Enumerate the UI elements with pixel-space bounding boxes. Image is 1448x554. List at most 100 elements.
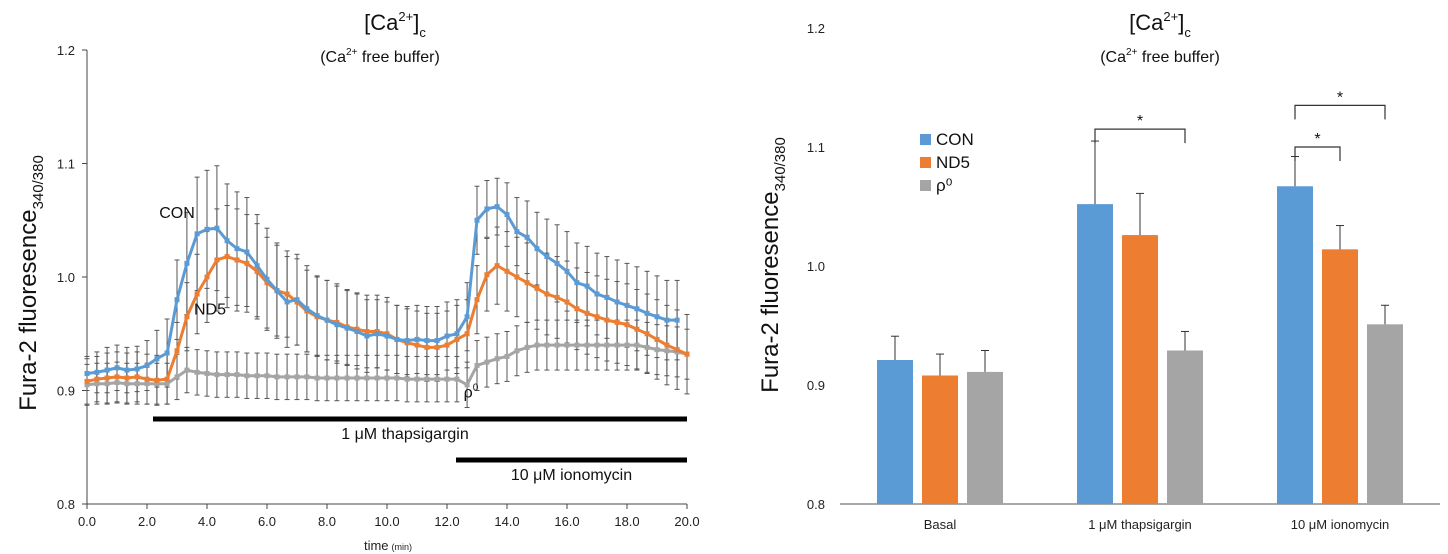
- line-chart-panel: [Ca2+]c (Ca2+ free buffer) Fura-2 fluore…: [15, 9, 700, 553]
- series-marker-1: [624, 322, 630, 328]
- series-marker-2: [394, 375, 400, 381]
- series-marker-0: [584, 283, 590, 289]
- annotation-text: ρ: [464, 384, 473, 401]
- series-marker-0: [234, 246, 240, 252]
- series-marker-1: [104, 375, 110, 381]
- series-marker-0: [344, 325, 350, 331]
- series-marker-0: [664, 317, 670, 323]
- series-marker-0: [544, 254, 550, 260]
- x-tick-label: 0.0: [78, 514, 96, 529]
- series-marker-0: [514, 229, 520, 235]
- series-marker-2: [114, 380, 120, 386]
- y-tick-label: 1.2: [807, 21, 825, 36]
- series-marker-1: [284, 291, 290, 297]
- series-marker-2: [514, 348, 520, 354]
- series-marker-2: [414, 376, 420, 382]
- series-marker-2: [364, 375, 370, 381]
- y-tick-label: 1.1: [57, 157, 75, 172]
- series-marker-2: [174, 374, 180, 380]
- line-chart-x-axis-label: time (min): [364, 538, 412, 553]
- y-tick-label: 0.9: [807, 378, 825, 393]
- bar-0: [877, 360, 913, 504]
- series-marker-2: [344, 375, 350, 381]
- series-marker-2: [374, 375, 380, 381]
- line-chart-x-ticks: 0.0 2.0 4.0 6.0 8.0 10.0 12.0 14.0 16.0 18.0 20.0: [78, 504, 700, 529]
- line-chart-y-ticks: 0.8 0.9 1.0 1.1 1.2: [57, 43, 87, 512]
- x-tick-label: 12.0: [434, 514, 459, 529]
- series-marker-0: [564, 268, 570, 274]
- series-marker-1: [364, 328, 370, 334]
- series-marker-0: [634, 306, 640, 312]
- series-marker-2: [154, 381, 160, 387]
- series-marker-2: [164, 381, 170, 387]
- series-marker-0: [444, 333, 450, 339]
- series-marker-2: [334, 375, 340, 381]
- y-tick-label: 0.9: [57, 384, 75, 399]
- series-marker-1: [574, 306, 580, 312]
- series-marker-1: [224, 254, 230, 260]
- significance-bracket: [1294, 104, 1386, 120]
- series-annotation: ND5: [194, 301, 226, 318]
- series-marker-2: [454, 376, 460, 382]
- series-marker-2: [664, 348, 670, 354]
- series-marker-1: [464, 331, 470, 337]
- legend-swatch: [920, 134, 931, 145]
- bar-1: [922, 375, 958, 504]
- series-marker-2: [204, 370, 210, 376]
- series-marker-2: [144, 381, 150, 387]
- series-marker-2: [254, 373, 260, 379]
- bar-chart-y-ticks: 0.8 0.9 1.0 1.1 1.2: [807, 21, 825, 512]
- series-annotation: CON: [159, 205, 195, 222]
- series-marker-0: [354, 328, 360, 334]
- series-marker-0: [464, 314, 470, 320]
- series-marker-2: [134, 381, 140, 387]
- series-marker-1: [654, 336, 660, 342]
- series-marker-2: [424, 376, 430, 382]
- series-marker-0: [534, 246, 540, 252]
- series-marker-0: [394, 336, 400, 342]
- bar-chart-title: [Ca2+]c: [1129, 9, 1191, 40]
- y-tick-label: 1.2: [57, 43, 75, 58]
- series-marker-1: [124, 375, 130, 381]
- series-marker-2: [464, 382, 470, 388]
- series-marker-0: [384, 333, 390, 339]
- bar-chart-legend: CON ND5 ρ⁰: [920, 130, 974, 195]
- series-marker-1: [434, 344, 440, 350]
- series-marker-0: [574, 280, 580, 286]
- bar-2: [1367, 324, 1403, 504]
- x-tick-label: 20.0: [674, 514, 699, 529]
- series-marker-2: [224, 372, 230, 378]
- series-marker-1: [684, 351, 690, 357]
- series-marker-2: [304, 374, 310, 380]
- series-marker-0: [304, 306, 310, 312]
- series-marker-2: [284, 374, 290, 380]
- series-marker-1: [184, 314, 190, 320]
- bar-0: [1277, 186, 1313, 504]
- treatment-label: 10 μM ionomycin: [511, 467, 632, 484]
- series-marker-0: [194, 231, 200, 237]
- x-tick-label: 6.0: [258, 514, 276, 529]
- series-marker-1: [674, 347, 680, 353]
- series-marker-2: [184, 367, 190, 373]
- series-marker-0: [654, 314, 660, 320]
- series-marker-2: [124, 381, 130, 387]
- series-marker-2: [504, 353, 510, 359]
- series-marker-2: [244, 373, 250, 379]
- y-tick-label: 0.8: [57, 497, 75, 512]
- series-marker-0: [524, 234, 530, 240]
- series-marker-0: [474, 217, 480, 223]
- series-marker-2: [654, 347, 660, 353]
- y-tick-label: 1.0: [57, 270, 75, 285]
- series-marker-1: [174, 348, 180, 354]
- annotation-text: CON: [159, 205, 195, 222]
- series-marker-0: [164, 350, 170, 356]
- series-marker-1: [194, 291, 200, 297]
- series-marker-2: [444, 376, 450, 382]
- series-marker-2: [314, 375, 320, 381]
- series-marker-2: [624, 342, 630, 348]
- series-marker-1: [444, 342, 450, 348]
- series-marker-0: [494, 204, 500, 210]
- bar-1: [1122, 235, 1158, 504]
- significance-brackets: * * *: [1094, 89, 1386, 161]
